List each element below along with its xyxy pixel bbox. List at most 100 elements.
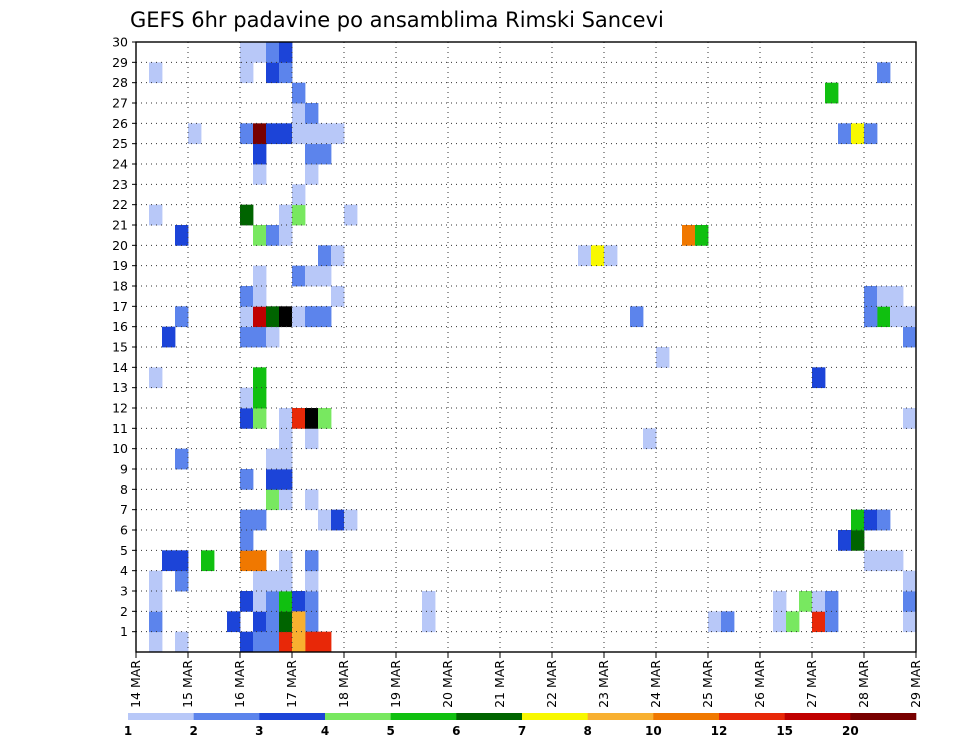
precip-cell — [604, 245, 618, 267]
precip-cell — [773, 611, 787, 633]
colorbar-label: 10 — [645, 724, 662, 738]
precip-cell — [279, 611, 293, 633]
precip-cell — [877, 286, 891, 307]
precip-cell — [305, 631, 319, 653]
precip-cell — [903, 611, 917, 633]
y-tick-label: 8 — [120, 482, 128, 497]
x-tick-label: 27 MAR — [804, 660, 819, 708]
precip-cell — [305, 611, 319, 633]
chart-title: GEFS 6hr padavine po ansamblima Rimski S… — [130, 8, 664, 32]
precip-cell — [279, 570, 293, 592]
y-tick-label: 7 — [120, 502, 128, 517]
precip-cell — [240, 62, 254, 84]
precip-cell — [253, 164, 267, 185]
y-tick-label: 9 — [120, 462, 128, 477]
y-tick-label: 15 — [112, 340, 128, 355]
precip-cell — [149, 631, 163, 653]
precip-cell — [253, 123, 267, 145]
precip-cell — [903, 570, 917, 592]
precip-cell — [253, 550, 267, 572]
precip-cell — [175, 306, 189, 328]
precip-cell — [786, 611, 800, 633]
y-tick-label: 21 — [112, 218, 128, 233]
precip-cell — [240, 326, 254, 348]
colorbar-label: 7 — [518, 724, 526, 738]
precip-cell — [292, 184, 306, 206]
y-tick-label: 16 — [112, 319, 128, 334]
colorbar-swatch — [390, 713, 457, 720]
precip-cell — [279, 448, 293, 470]
y-tick-label: 20 — [112, 238, 128, 253]
precip-cell — [877, 62, 891, 84]
precip-cell — [331, 123, 345, 145]
precip-cell — [708, 611, 722, 633]
precip-cell — [227, 611, 241, 633]
precip-cell — [864, 123, 878, 145]
precip-cell — [305, 408, 319, 429]
precip-cell — [344, 204, 358, 226]
y-tick-label: 12 — [112, 401, 128, 416]
colorbar-swatch — [784, 713, 851, 720]
precip-cell — [279, 204, 293, 226]
colorbar-label: 4 — [321, 724, 329, 738]
y-tick-label: 2 — [120, 604, 128, 619]
precip-cell — [825, 591, 839, 612]
precip-cell — [305, 164, 319, 185]
precip-cell — [266, 62, 280, 84]
precip-cell — [799, 591, 813, 612]
precip-cell — [903, 306, 917, 328]
precip-cell — [318, 245, 332, 267]
x-tick-label: 18 MAR — [336, 660, 351, 708]
y-tick-label: 6 — [120, 523, 128, 538]
precip-cell — [305, 265, 319, 287]
precip-cell — [578, 245, 592, 267]
y-tick-label: 13 — [112, 380, 128, 395]
precip-cell — [240, 204, 254, 226]
precip-cell — [175, 550, 189, 572]
precip-cell — [266, 570, 280, 592]
precip-cell — [812, 611, 826, 633]
precip-cell — [877, 550, 891, 572]
y-tick-label: 29 — [112, 55, 128, 70]
precip-cell — [240, 550, 254, 572]
precip-cell — [331, 245, 345, 267]
grid-lines — [136, 42, 916, 652]
precip-cell — [279, 408, 293, 429]
precip-cell — [292, 204, 306, 226]
y-tick-label: 17 — [112, 299, 128, 314]
precip-cell — [292, 591, 306, 612]
precip-cell — [240, 631, 254, 653]
colorbar-swatch — [653, 713, 720, 720]
x-tick-label: 14 MAR — [128, 660, 143, 708]
colorbar-swatch — [128, 713, 194, 720]
precip-cell — [279, 306, 293, 328]
precip-cell — [253, 591, 267, 612]
precip-cell — [240, 408, 254, 429]
precip-cell — [903, 326, 917, 348]
precip-cell — [305, 103, 319, 124]
precip-cell — [305, 570, 319, 592]
precip-cells — [149, 42, 917, 653]
y-tick-label: 19 — [112, 258, 128, 273]
precip-cell — [318, 143, 332, 165]
precip-cell — [201, 550, 215, 572]
precip-cell — [266, 469, 280, 490]
precip-cell — [838, 123, 852, 145]
precip-cell — [422, 611, 436, 633]
precip-cell — [656, 347, 670, 368]
precip-cell — [240, 469, 254, 490]
precip-cell — [630, 306, 644, 328]
precip-cell — [890, 550, 904, 572]
precip-cell — [812, 367, 826, 389]
x-tick-label: 20 MAR — [440, 660, 455, 708]
precip-cell — [292, 103, 306, 124]
colorbar-label: 20 — [842, 724, 859, 738]
precip-cell — [305, 123, 319, 145]
y-tick-label: 1 — [120, 624, 128, 639]
precip-cell — [825, 82, 839, 104]
precip-cell — [253, 225, 267, 246]
colorbar-label: 12 — [711, 724, 728, 738]
precip-cell — [318, 408, 332, 429]
precip-cell — [344, 509, 358, 531]
precip-cell — [175, 631, 189, 653]
